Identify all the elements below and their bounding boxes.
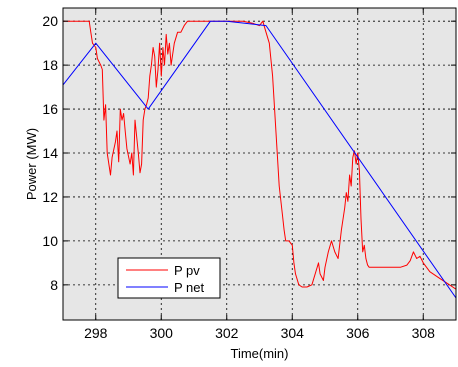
series-layer bbox=[63, 20, 456, 299]
x-tick-label: 306 bbox=[346, 325, 370, 341]
y-tick-label: 8 bbox=[50, 277, 58, 293]
x-tick-label: 298 bbox=[84, 325, 108, 341]
legend: P pv P net bbox=[117, 257, 221, 299]
series-line-p-net bbox=[63, 20, 456, 299]
grid-lines bbox=[63, 8, 456, 320]
y-tick-label: 12 bbox=[42, 189, 58, 205]
plot-frame bbox=[62, 7, 457, 321]
y-tick-label: 18 bbox=[42, 57, 58, 73]
series-line-p-pv bbox=[63, 20, 456, 290]
legend-box bbox=[117, 257, 221, 299]
x-tick-label: 300 bbox=[150, 325, 174, 341]
ticks-layer: 298 300 302 304 306 308 8 10 12 14 16 18 20 bbox=[42, 8, 456, 341]
x-tick-label: 308 bbox=[412, 325, 436, 341]
x-tick-label: 302 bbox=[215, 325, 239, 341]
y-tick-label: 10 bbox=[42, 233, 58, 249]
x-axis-label: Time(min) bbox=[230, 346, 288, 361]
legend-label-p-net: P net bbox=[174, 280, 205, 295]
x-tick-label: 304 bbox=[281, 325, 305, 341]
y-tick-label: 20 bbox=[42, 13, 58, 29]
y-axis-label: Power (MW) bbox=[24, 128, 39, 200]
y-tick-label: 14 bbox=[42, 145, 58, 161]
legend-label-p-pv: P pv bbox=[174, 263, 200, 278]
y-tick-label: 16 bbox=[42, 101, 58, 117]
